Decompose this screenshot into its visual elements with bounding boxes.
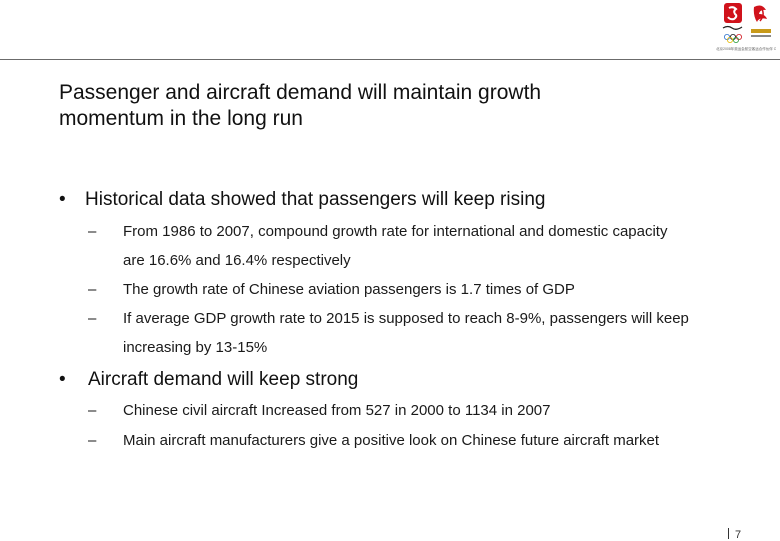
bullet-text: Historical data showed that passengers w… (85, 189, 546, 210)
header-logos: 北京2008年奥运会航空客运合作伙伴 OFFICIAL AIRLINE PART… (716, 3, 776, 57)
sub-bullet-text: Main aircraft manufacturers give a posit… (123, 426, 733, 455)
sub-bullet-text: Chinese civil aircraft Increased from 52… (123, 396, 733, 425)
page-number-value: 7 (735, 529, 742, 541)
page-number: 7 (728, 528, 741, 541)
sub-bullet-marker: – (88, 432, 97, 449)
sub-bullet-text: From 1986 to 2007, compound growth rate … (123, 217, 733, 275)
sub-bullet-line-2: increasing by 13-15% (123, 339, 268, 356)
air-china-phoenix-logo (751, 5, 771, 37)
bullet-text: Aircraft demand will keep strong (88, 369, 359, 390)
beijing-2008-olympic-emblem (722, 3, 743, 44)
bullet-marker: • (59, 369, 66, 390)
partner-tagline: 北京2008年奥运会航空客运合作伙伴 OFFICIAL AIRLINE PART… (716, 47, 776, 51)
slide-title-line-2: momentum in the long run (59, 107, 303, 130)
sub-bullet-marker: – (88, 402, 97, 419)
sub-bullet-line-1: Main aircraft manufacturers give a posit… (123, 432, 660, 449)
sub-bullet-line-1: From 1986 to 2007, compound growth rate … (123, 223, 668, 240)
sub-bullet-marker: – (88, 223, 97, 240)
sub-bullet-marker: – (88, 281, 97, 298)
sub-bullet-marker: – (88, 310, 97, 327)
bullet-marker: • (59, 189, 66, 210)
header-divider (0, 59, 780, 60)
sub-bullet-line-2: are 16.6% and 16.4% respectively (123, 252, 351, 269)
sub-bullet-line-1: If average GDP growth rate to 2015 is su… (123, 310, 689, 327)
sub-bullet-line-1: The growth rate of Chinese aviation pass… (123, 281, 575, 298)
slide-title-line-1: Passenger and aircraft demand will maint… (59, 81, 542, 104)
sub-bullet-text: If average GDP growth rate to 2015 is su… (123, 304, 733, 362)
slide-title: Passenger and aircraft demand will maint… (59, 80, 699, 132)
sub-bullet-line-1: Chinese civil aircraft Increased from 52… (123, 402, 551, 419)
page-number-divider (728, 528, 729, 539)
sub-bullet-text: The growth rate of Chinese aviation pass… (123, 275, 733, 304)
